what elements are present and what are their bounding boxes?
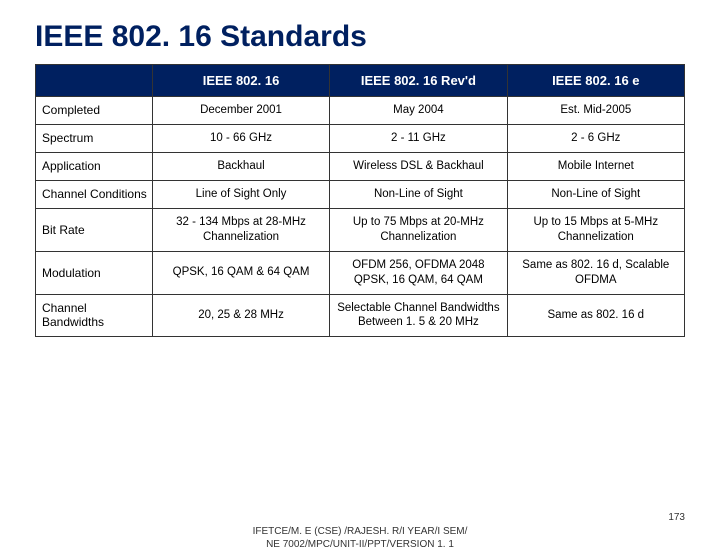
- table-row: ApplicationBackhaulWireless DSL & Backha…: [36, 152, 685, 180]
- table-cell: Non-Line of Sight: [330, 180, 507, 208]
- table-cell: Same as 802. 16 d, Scalable OFDMA: [507, 251, 684, 294]
- page-number: 173: [668, 512, 685, 523]
- table-cell: QPSK, 16 QAM & 64 QAM: [152, 251, 329, 294]
- footer-line-2: NE 7002/MPC/UNIT-II/PPT/VERSION 1. 1: [266, 539, 454, 550]
- table-cell: Non-Line of Sight: [507, 180, 684, 208]
- table-cell: May 2004: [330, 97, 507, 125]
- table-row: Bit Rate32 - 134 Mbps at 28-MHz Channeli…: [36, 208, 685, 251]
- row-label: Channel Conditions: [36, 180, 153, 208]
- table-cell: Up to 75 Mbps at 20-MHz Channelization: [330, 208, 507, 251]
- header-row: IEEE 802. 16 IEEE 802. 16 Rev'd IEEE 802…: [36, 65, 685, 97]
- table-cell: Selectable Channel Bandwidths Between 1.…: [330, 294, 507, 337]
- row-label: Application: [36, 152, 153, 180]
- row-label: Completed: [36, 97, 153, 125]
- table-cell: 10 - 66 GHz: [152, 124, 329, 152]
- table-cell: Est. Mid-2005: [507, 97, 684, 125]
- header-col-1: IEEE 802. 16: [152, 65, 329, 97]
- table-cell: 20, 25 & 28 MHz: [152, 294, 329, 337]
- table-cell: 32 - 134 Mbps at 28-MHz Channelization: [152, 208, 329, 251]
- table-row: ModulationQPSK, 16 QAM & 64 QAMOFDM 256,…: [36, 251, 685, 294]
- table-cell: Same as 802. 16 d: [507, 294, 684, 337]
- table-cell: 2 - 11 GHz: [330, 124, 507, 152]
- table-cell: 2 - 6 GHz: [507, 124, 684, 152]
- row-label: Spectrum: [36, 124, 153, 152]
- header-col-2: IEEE 802. 16 Rev'd: [330, 65, 507, 97]
- row-label: Channel Bandwidths: [36, 294, 153, 337]
- header-col-3: IEEE 802. 16 e: [507, 65, 684, 97]
- footer-line-1: IFETCE/M. E (CSE) /RAJESH. R/I YEAR/I SE…: [253, 526, 468, 537]
- table-cell: Mobile Internet: [507, 152, 684, 180]
- table-cell: Up to 15 Mbps at 5-MHz Channelization: [507, 208, 684, 251]
- table-cell: OFDM 256, OFDMA 2048 QPSK, 16 QAM, 64 QA…: [330, 251, 507, 294]
- row-label: Bit Rate: [36, 208, 153, 251]
- table-row: Channel Bandwidths20, 25 & 28 MHzSelecta…: [36, 294, 685, 337]
- table-cell: Wireless DSL & Backhaul: [330, 152, 507, 180]
- table-row: CompletedDecember 2001May 2004Est. Mid-2…: [36, 97, 685, 125]
- table-cell: December 2001: [152, 97, 329, 125]
- header-blank: [36, 65, 153, 97]
- table-cell: Line of Sight Only: [152, 180, 329, 208]
- table-cell: Backhaul: [152, 152, 329, 180]
- row-label: Modulation: [36, 251, 153, 294]
- table-row: Spectrum10 - 66 GHz2 - 11 GHz2 - 6 GHz: [36, 124, 685, 152]
- standards-table: IEEE 802. 16 IEEE 802. 16 Rev'd IEEE 802…: [35, 64, 685, 337]
- slide-title: IEEE 802. 16 Standards: [35, 20, 685, 54]
- table-row: Channel ConditionsLine of Sight OnlyNon-…: [36, 180, 685, 208]
- footer-text: IFETCE/M. E (CSE) /RAJESH. R/I YEAR/I SE…: [253, 525, 468, 551]
